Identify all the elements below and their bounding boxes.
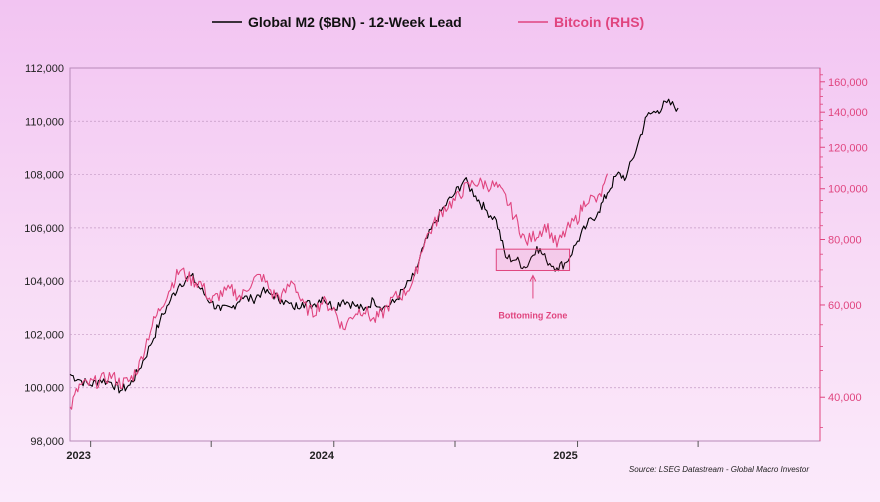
- y-left-tick-label: 108,000: [24, 170, 64, 182]
- y-right-tick-label: 80,000: [828, 235, 862, 247]
- series-line-global-m2: [69, 98, 679, 394]
- series-lines: [69, 98, 679, 410]
- x-tick-label: 2025: [553, 450, 577, 462]
- bottoming-zone-arrowhead: [529, 274, 537, 282]
- bottoming-zone-label: Bottoming Zone: [498, 310, 567, 320]
- y-right-tick-label: 60,000: [828, 300, 862, 312]
- plot-area: [69, 67, 821, 442]
- y-left-tick-label: 102,000: [24, 329, 64, 341]
- y-right-tick-label: 160,000: [828, 77, 868, 89]
- y-left-tick-label: 110,000: [25, 116, 64, 128]
- y-right-tick-label: 140,000: [828, 107, 868, 119]
- legend-label-global-m2: Global M2 ($BN) - 12-Week Lead: [248, 14, 462, 30]
- legend-label-bitcoin: Bitcoin (RHS): [554, 14, 644, 30]
- gridlines: [70, 120, 820, 389]
- y-right-tick-label: 40,000: [828, 392, 862, 404]
- y-left-tick-label: 100,000: [24, 383, 64, 395]
- y-left-tick-label: 98,000: [30, 436, 64, 448]
- annotations: Bottoming Zone: [495, 248, 571, 320]
- x-tick-label: 2023: [66, 450, 90, 462]
- source-note: Source: LSEG Datastream - Global Macro I…: [629, 465, 809, 474]
- bottoming-zone-box: [495, 248, 571, 271]
- y-left-tick-label: 104,000: [24, 276, 64, 288]
- x-tick-label: 2024: [310, 450, 335, 462]
- legend: Global M2 ($BN) - 12-Week Lead Bitcoin (…: [212, 14, 644, 30]
- y-left-tick-label: 112,000: [25, 63, 64, 75]
- y-right-tick-label: 120,000: [828, 142, 868, 154]
- axis-ticks: 98,000 100,000 102,000 104,000 106,000 108,00…: [24, 63, 868, 462]
- y-right-tick-label: 100,000: [828, 184, 868, 196]
- series-line-bitcoin: [69, 173, 609, 410]
- y-left-tick-label: 106,000: [24, 223, 64, 235]
